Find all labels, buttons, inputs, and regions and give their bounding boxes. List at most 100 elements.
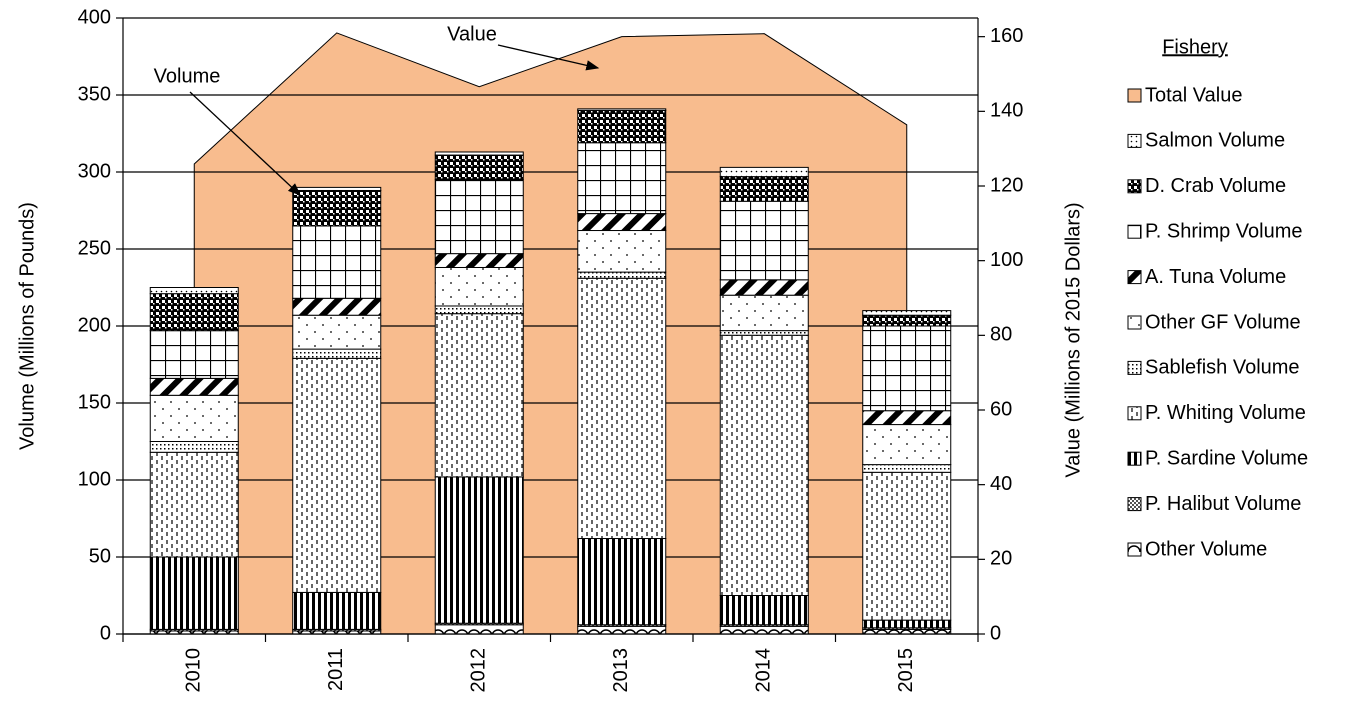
legend-swatch xyxy=(1127,451,1142,466)
bar-segment xyxy=(434,179,524,255)
legend-swatch xyxy=(1127,270,1142,285)
legend-label: Other Volume xyxy=(1145,538,1267,560)
y2-tick-label: 100 xyxy=(990,249,1023,271)
legend-label: D. Crab Volume xyxy=(1145,175,1286,197)
bar-segment xyxy=(292,186,382,191)
bar-segment xyxy=(577,108,667,111)
y2-tick-label: 120 xyxy=(990,174,1023,196)
legend-label: Total Value xyxy=(1145,84,1242,106)
bar-segment xyxy=(862,464,952,473)
y-axis-label: Volume (Millions of Pounds) xyxy=(16,202,38,450)
bar-segment xyxy=(719,595,809,626)
bar-segment xyxy=(149,451,239,558)
legend-label: A. Tuna Volume xyxy=(1145,266,1286,288)
annotation-arrow xyxy=(189,91,301,196)
bar-segment xyxy=(862,471,952,621)
y-tick-label: 300 xyxy=(78,160,111,182)
annotation: Volume xyxy=(154,65,221,87)
x-tick-label: 2011 xyxy=(325,648,347,691)
y-tick-label: 100 xyxy=(78,468,111,490)
legend-swatch xyxy=(1127,360,1142,375)
bar-segment xyxy=(862,619,952,629)
legend-swatch xyxy=(1127,315,1142,330)
bar-segment xyxy=(292,225,382,299)
legend-label: P. Sardine Volume xyxy=(1145,447,1308,469)
x-tick-label: 2014 xyxy=(753,648,775,693)
legend-swatch xyxy=(1127,88,1142,103)
legend-swatch xyxy=(1127,497,1142,512)
x-tick-label: 2013 xyxy=(610,648,632,693)
y2-tick-label: 160 xyxy=(990,25,1023,47)
bar-segment xyxy=(719,279,809,296)
x-tick-label: 2010 xyxy=(183,648,205,693)
bar-segment xyxy=(149,441,239,453)
bar-segment xyxy=(719,294,809,332)
legend-swatch xyxy=(1127,406,1142,421)
bar-segment xyxy=(862,410,952,426)
bar-segment xyxy=(149,377,239,396)
y-tick-label: 250 xyxy=(78,237,111,259)
bar-segment xyxy=(719,200,809,281)
y2-tick-label: 60 xyxy=(990,398,1012,420)
bar-segment xyxy=(434,151,524,156)
bar-segment xyxy=(577,109,667,144)
x-tick-label: 2015 xyxy=(895,648,917,693)
bar-segment xyxy=(149,293,239,332)
bar-segment xyxy=(149,556,239,630)
bar-segment xyxy=(577,538,667,626)
bar-segment xyxy=(434,313,524,478)
y2-tick-label: 140 xyxy=(990,100,1023,122)
bar-segment xyxy=(577,142,667,215)
legend-title: Fishery xyxy=(1162,36,1228,58)
bar-segment xyxy=(292,189,382,227)
bar-segment xyxy=(719,625,809,635)
bar-segment xyxy=(149,330,239,379)
y2-tick-label: 0 xyxy=(990,622,1001,644)
legend-label: Salmon Volume xyxy=(1145,130,1285,152)
y-tick-label: 350 xyxy=(78,83,111,105)
annotation-arrow xyxy=(497,44,600,71)
y2-tick-label: 80 xyxy=(990,324,1012,346)
x-tick-label: 2012 xyxy=(468,648,490,693)
legend-swatch xyxy=(1127,542,1142,557)
bar-segment xyxy=(434,476,524,624)
bar-segment xyxy=(292,348,382,359)
bar-segment xyxy=(862,310,952,316)
bar-segment xyxy=(577,213,667,232)
y-tick-label: 0 xyxy=(100,622,111,644)
bar-segment xyxy=(862,325,952,412)
bar-segment xyxy=(149,287,239,295)
bar-segment xyxy=(719,166,809,178)
y2-tick-label: 20 xyxy=(990,548,1012,570)
legend-label: Sablefish Volume xyxy=(1145,357,1300,379)
bar-segment xyxy=(862,628,952,635)
bar-segment xyxy=(719,330,809,336)
y2-axis-label: Value (Millions of 2015 Dollars) xyxy=(1062,202,1084,477)
legend-label: P. Halibut Volume xyxy=(1145,493,1301,515)
y-tick-label: 200 xyxy=(78,314,111,336)
bar-segment xyxy=(577,277,667,540)
y-tick-label: 50 xyxy=(89,545,111,567)
bar-segment xyxy=(434,154,524,181)
bar-segment xyxy=(434,305,524,315)
bar-segment xyxy=(149,394,239,442)
legend-swatch xyxy=(1127,133,1142,148)
y2-tick-label: 40 xyxy=(990,473,1012,495)
bar-segment xyxy=(292,591,382,630)
bar-segment xyxy=(292,314,382,350)
bar-segment xyxy=(862,314,952,327)
bar-segment xyxy=(292,357,382,593)
legend-label: P. Whiting Volume xyxy=(1145,402,1306,424)
bar-segment xyxy=(577,230,667,273)
bar-segment xyxy=(719,334,809,596)
y-tick-label: 400 xyxy=(78,6,111,28)
bar-segment xyxy=(292,297,382,316)
bar-segment xyxy=(577,625,667,635)
bar-segment xyxy=(719,176,809,202)
legend-label: Other GF Volume xyxy=(1145,311,1301,333)
bar-segment xyxy=(434,624,524,635)
bar-segment xyxy=(434,266,524,307)
legend-swatch xyxy=(1127,224,1142,239)
bar-segment xyxy=(434,253,524,268)
